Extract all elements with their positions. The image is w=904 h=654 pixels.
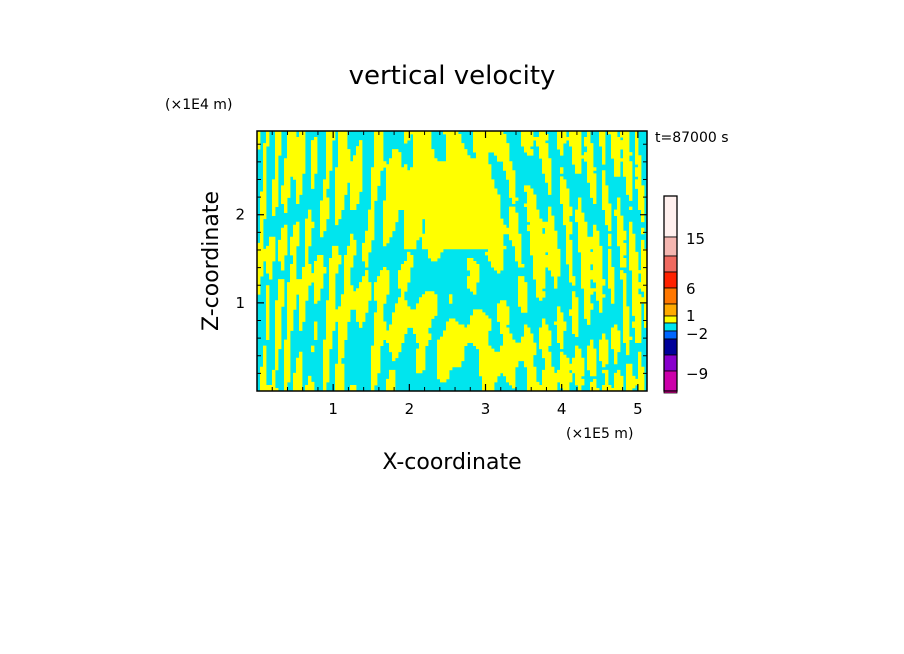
y-tick-label: 1 <box>235 294 245 312</box>
colorbar-segment <box>663 303 678 317</box>
colorbar-label: −2 <box>686 325 708 343</box>
colorbar-segment <box>663 315 678 324</box>
y-tick-label: 2 <box>235 206 245 224</box>
colorbar: 15 6 1−2 −9 <box>663 195 708 394</box>
colorbar-segment <box>663 354 678 372</box>
x-axis-label: X-coordinate <box>382 450 521 475</box>
colorbar-label: 15 <box>686 230 705 248</box>
colorbar-label: 6 <box>686 280 696 298</box>
x-tick-label: 2 <box>405 400 415 418</box>
time-label: t=87000 s <box>655 130 729 146</box>
colorbar-segment <box>663 322 678 332</box>
x-unit-label: (×1E5 m) <box>566 426 633 442</box>
colorbar-segment <box>663 195 678 238</box>
x-tick-label: 5 <box>633 400 643 418</box>
contour-field <box>257 131 647 391</box>
colorbar-label: 1 <box>686 307 696 325</box>
colorbar-segment <box>663 370 678 392</box>
colorbar-label: −9 <box>686 365 708 383</box>
colorbar-segment <box>663 236 678 257</box>
x-tick-label: 4 <box>557 400 567 418</box>
y-unit-label: (×1E4 m) <box>165 97 232 113</box>
plot-frame <box>256 130 648 392</box>
x-tick-label: 3 <box>481 400 491 418</box>
x-tick-label: 1 <box>328 400 338 418</box>
chart-title: vertical velocity <box>349 61 556 91</box>
x-axis: 1 2 3 4 5 <box>271 131 643 418</box>
colorbar-frame <box>663 195 678 392</box>
y-axis: 12 <box>235 143 647 374</box>
colorbar-segment <box>663 287 678 305</box>
colorbar-segment <box>663 338 678 356</box>
colorbar-segment <box>663 255 678 273</box>
colorbar-segment <box>663 330 678 340</box>
positive-region <box>257 131 647 391</box>
y-axis-label: Z-coordinate <box>199 191 224 331</box>
colorbar-segment <box>663 271 678 289</box>
